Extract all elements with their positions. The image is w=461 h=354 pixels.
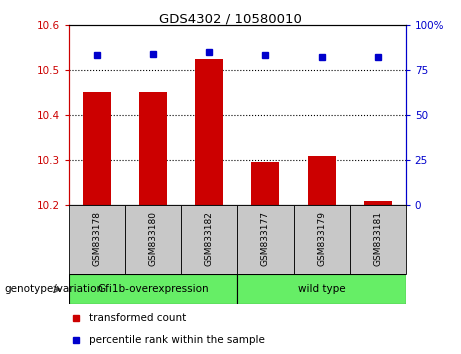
- Bar: [181, 205, 237, 274]
- Bar: [349, 205, 406, 274]
- Text: GSM833179: GSM833179: [317, 211, 326, 266]
- Bar: [364, 201, 392, 205]
- Bar: [125, 205, 181, 274]
- Bar: [83, 92, 111, 205]
- Text: Gfi1b-overexpression: Gfi1b-overexpression: [97, 284, 209, 295]
- Bar: [237, 205, 294, 274]
- Bar: [139, 92, 167, 205]
- Text: GSM833181: GSM833181: [373, 211, 382, 266]
- Text: GSM833177: GSM833177: [261, 211, 270, 266]
- Bar: [69, 205, 125, 274]
- Bar: [195, 59, 224, 205]
- Text: GSM833180: GSM833180: [149, 211, 158, 266]
- Text: wild type: wild type: [298, 284, 345, 295]
- Text: GSM833182: GSM833182: [205, 211, 214, 266]
- Text: GDS4302 / 10580010: GDS4302 / 10580010: [159, 12, 302, 25]
- Text: GSM833178: GSM833178: [93, 211, 102, 266]
- Bar: [251, 162, 279, 205]
- Text: genotype/variation: genotype/variation: [5, 284, 104, 295]
- Text: percentile rank within the sample: percentile rank within the sample: [89, 335, 265, 345]
- Bar: [69, 274, 237, 304]
- Bar: [294, 205, 349, 274]
- Text: transformed count: transformed count: [89, 313, 187, 323]
- Bar: [237, 274, 406, 304]
- Bar: [307, 156, 336, 205]
